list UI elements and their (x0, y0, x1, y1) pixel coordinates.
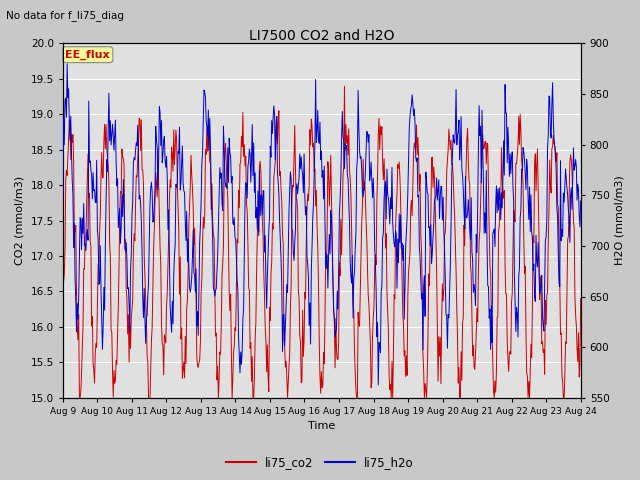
Title: LI7500 CO2 and H2O: LI7500 CO2 and H2O (249, 29, 394, 43)
Legend: li75_co2, li75_h2o: li75_co2, li75_h2o (221, 452, 419, 474)
Text: EE_flux: EE_flux (65, 49, 110, 60)
Text: No data for f_li75_diag: No data for f_li75_diag (6, 10, 124, 21)
Y-axis label: H2O (mmol/m3): H2O (mmol/m3) (615, 176, 625, 265)
X-axis label: Time: Time (308, 421, 335, 432)
Y-axis label: CO2 (mmol/m3): CO2 (mmol/m3) (15, 176, 25, 265)
